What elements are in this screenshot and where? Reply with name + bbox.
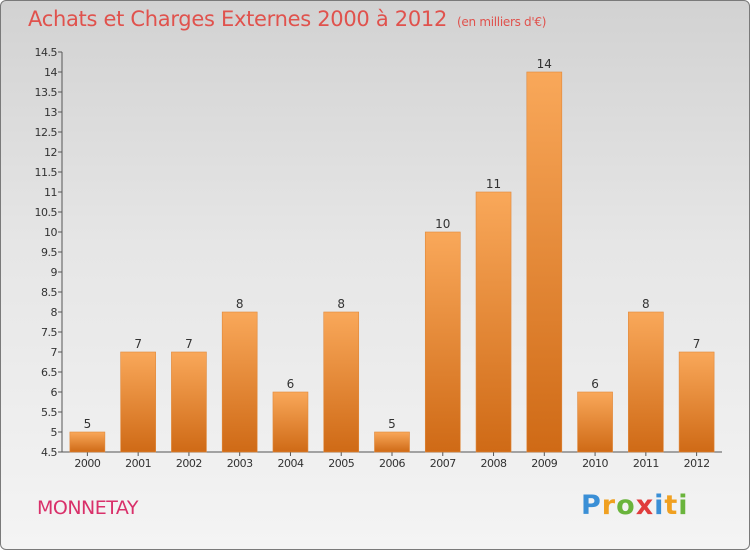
bar [678, 351, 715, 453]
logo-letter: o [616, 490, 636, 521]
bar [323, 311, 360, 453]
y-tick-label: 11 [44, 186, 57, 199]
bar [171, 351, 207, 453]
y-tick-label: 14.5 [35, 46, 58, 59]
bar [69, 431, 106, 453]
y-tick-label: 5 [51, 426, 58, 439]
logo-letter: t [664, 490, 679, 521]
x-tick-label: 2010 [582, 457, 608, 470]
bar [374, 431, 410, 453]
x-tick-label: 2002 [176, 457, 202, 470]
y-tick-label: 13 [44, 106, 57, 119]
bar [120, 351, 156, 453]
data-label: 7 [134, 337, 142, 351]
data-label: 8 [337, 297, 345, 311]
proxiti-logo: Proxiti [581, 490, 689, 521]
x-tick-label: 2001 [125, 457, 151, 470]
data-label: 5 [84, 417, 92, 431]
x-tick-label: 2007 [430, 457, 456, 470]
chart-axes: 4.5 5 5.5 6 6.5 7 7.5 8 8.5 9 9.5 10 10.5 11 11.5 12 12.… [35, 46, 722, 470]
bar [221, 311, 258, 453]
logo-letter: i [654, 490, 665, 521]
bar [577, 391, 613, 453]
x-tick-label: 2008 [481, 457, 507, 470]
y-tick-label: 7 [51, 346, 58, 359]
y-tick-label: 9 [51, 266, 58, 279]
data-label: 5 [388, 417, 396, 431]
y-tick-label: 8.5 [41, 286, 57, 299]
commune-name: MONNETAY [37, 497, 139, 519]
data-label: 6 [591, 377, 599, 391]
data-label: 7 [693, 337, 701, 351]
bar [475, 191, 512, 453]
y-tick-label: 5.5 [41, 406, 57, 419]
data-label: 11 [486, 177, 501, 191]
y-tick-label: 13.5 [35, 86, 58, 99]
y-tick-label: 8 [51, 306, 58, 319]
data-label: 7 [185, 337, 193, 351]
logo-letter: r [601, 490, 617, 521]
data-label: 8 [642, 297, 650, 311]
bar [628, 311, 664, 453]
y-tick-label: 10 [44, 226, 57, 239]
y-tick-label: 7.5 [41, 326, 57, 339]
x-tick-label: 2000 [74, 457, 100, 470]
data-label: 6 [287, 377, 295, 391]
y-tick-label: 11.5 [35, 166, 58, 179]
data-label: 8 [236, 297, 244, 311]
bar [526, 71, 563, 453]
x-tick-label: 2003 [227, 457, 253, 470]
y-tick-label: 9.5 [41, 246, 57, 259]
x-tick-label: 2005 [328, 457, 354, 470]
logo-letter: i [678, 490, 689, 521]
y-tick-label: 4.5 [41, 446, 57, 459]
bar [272, 391, 309, 453]
x-tick-label: 2009 [531, 457, 557, 470]
logo-letter: x [635, 490, 655, 521]
y-tick-label: 12.5 [35, 126, 58, 139]
data-label: 10 [435, 217, 450, 231]
bar [424, 231, 461, 453]
y-tick-label: 12 [44, 146, 57, 159]
chart-title: Achats et Charges Externes 2000 à 2012 (e… [28, 7, 546, 31]
title-text: Achats et Charges Externes 2000 à 2012 [28, 7, 448, 31]
y-tick-label: 6 [51, 386, 58, 399]
logo-letter: P [581, 490, 602, 521]
y-tick-label: 10.5 [35, 206, 58, 219]
x-tick-label: 2011 [633, 457, 659, 470]
y-tick-label: 14 [44, 66, 57, 79]
data-label: 14 [537, 57, 552, 71]
x-tick-label: 2012 [684, 457, 710, 470]
x-tick-label: 2004 [277, 457, 303, 470]
chart-bars: 5 7 7 8 6 8 5 10 11 14 6 8 7 [69, 57, 715, 453]
y-tick-label: 6.5 [41, 366, 57, 379]
x-tick-label: 2006 [379, 457, 405, 470]
title-unit: (en milliers d'€) [457, 15, 547, 29]
